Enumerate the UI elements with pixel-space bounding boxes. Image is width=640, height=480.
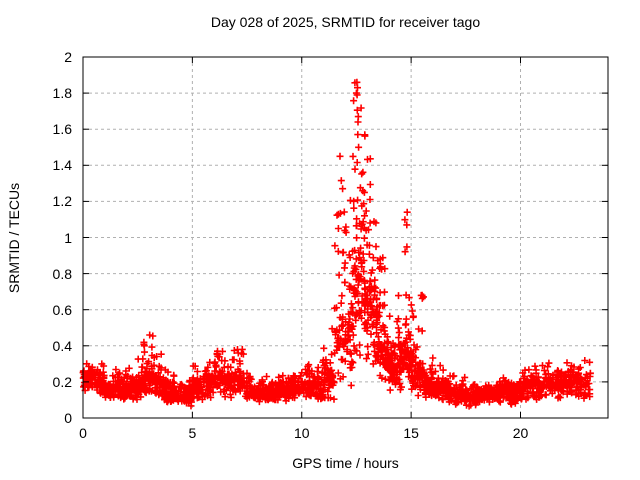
x-axis-label: GPS time / hours	[292, 455, 399, 471]
x-tick-label: 10	[293, 425, 310, 441]
y-tick-label: 0.6	[52, 301, 72, 318]
y-tick-label: 1.6	[52, 121, 72, 138]
y-tick-label: 0.4	[52, 337, 72, 354]
x-tick-label: 5	[188, 425, 197, 441]
y-tick-label: 0.8	[52, 265, 72, 282]
chart-title: Day 028 of 2025, SRMTID for receiver tag…	[210, 14, 481, 30]
y-tick-label: 0.2	[52, 373, 72, 390]
y-tick-label: 1.8	[52, 85, 72, 102]
x-tick-label: 0	[79, 425, 87, 441]
y-tick-label: 0	[64, 410, 72, 426]
x-tick-label: 20	[512, 425, 529, 441]
data-points	[79, 78, 594, 410]
y-tick-label: 1.4	[52, 157, 72, 174]
y-tick-label: 2	[64, 49, 72, 65]
x-tick-label: 15	[403, 425, 419, 441]
y-tick-label: 1.2	[52, 193, 72, 210]
y-tick-label: 1	[64, 229, 72, 246]
